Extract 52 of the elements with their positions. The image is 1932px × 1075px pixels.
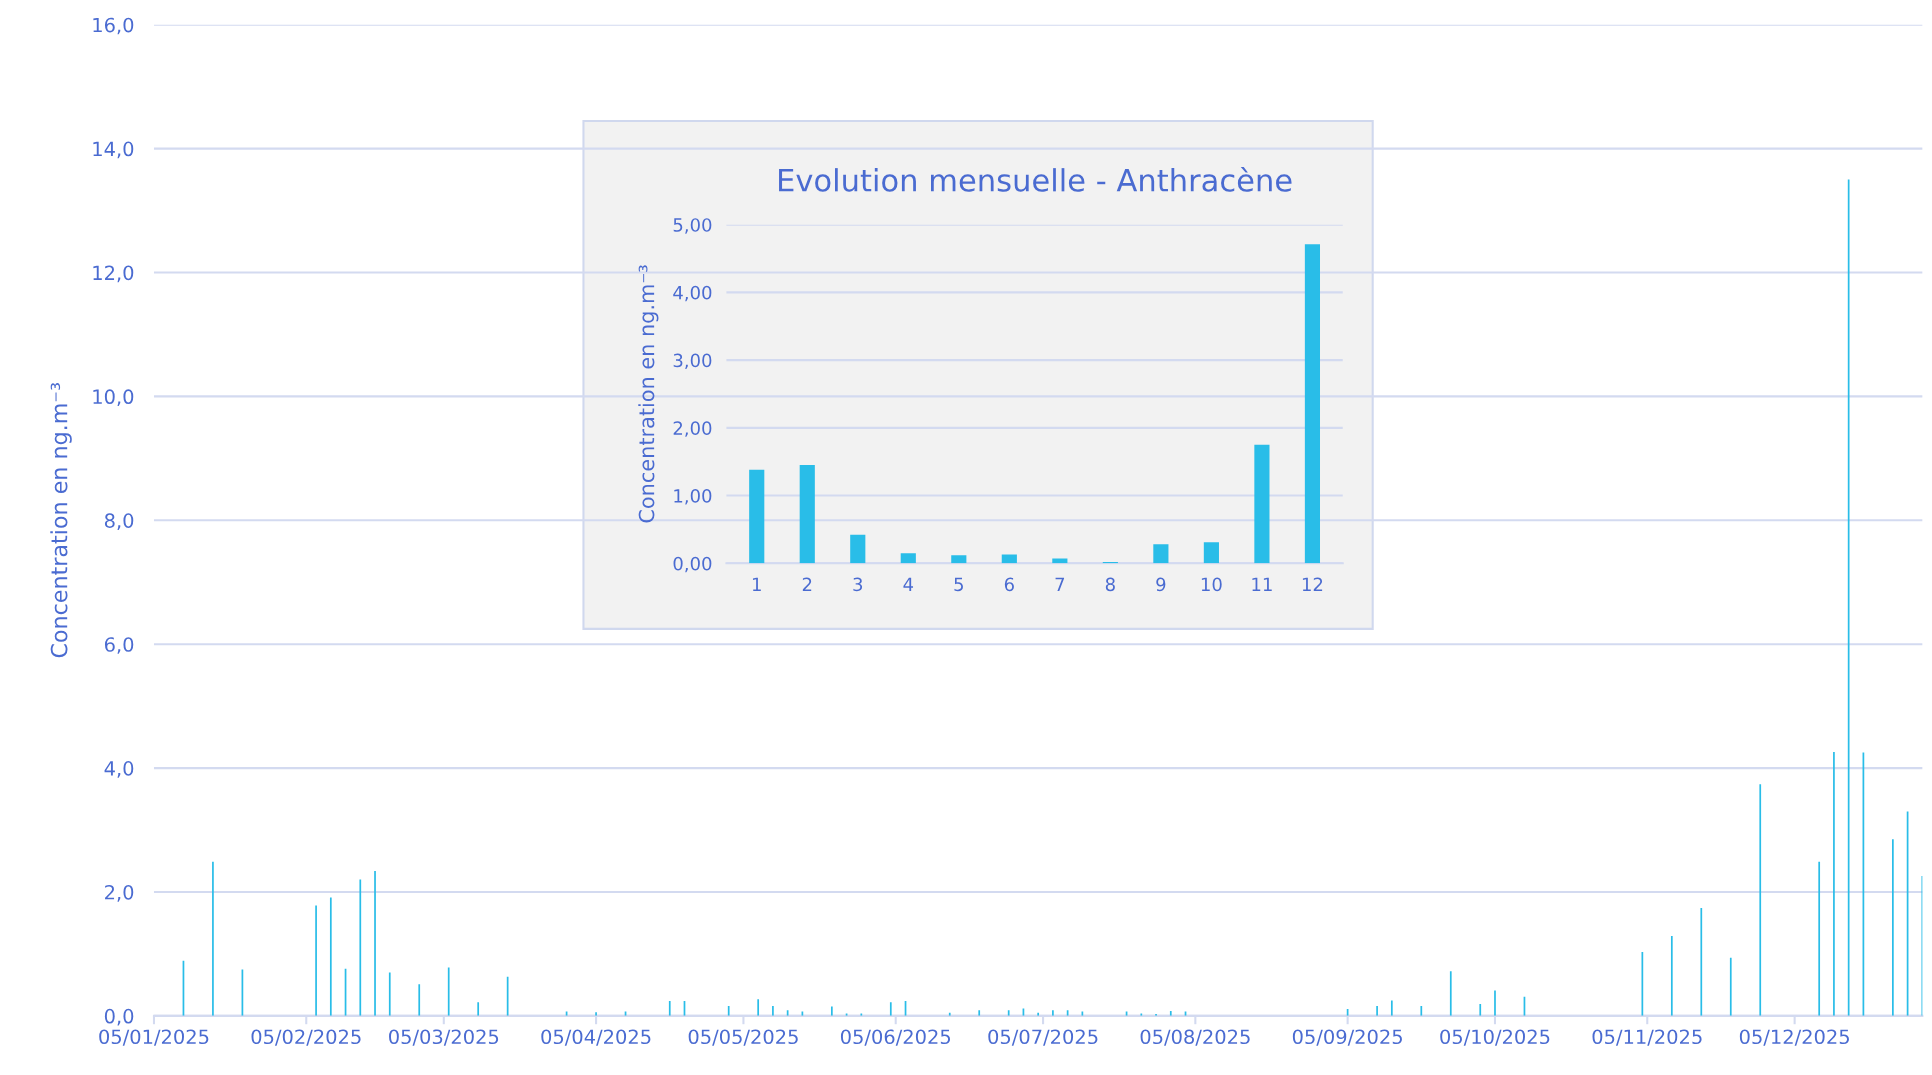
x-tick-label: 1 (752, 577, 761, 591)
x-tick-label: 12 (1302, 577, 1323, 591)
y-tick-label: 2,0 (105, 884, 134, 902)
chart-title: Evolution mensuelle - Anthracène (779, 166, 1292, 192)
y-tick-label: 4,0 (104, 761, 134, 778)
y-tick-label: 12,0 (93, 265, 134, 283)
y-tick-label: 6,0 (104, 637, 134, 654)
bar (951, 555, 967, 564)
bar (749, 469, 765, 564)
x-tick-label: 05/09/2025 (1292, 1029, 1402, 1046)
x-tick-label: 8 (1105, 577, 1115, 592)
y-tick-label: 8,0 (104, 513, 134, 530)
x-tick-label: 05/11/2025 (1592, 1029, 1702, 1046)
y-tick-label: 2,00 (673, 421, 712, 437)
bar (1203, 542, 1219, 564)
y-axis-title: Concentration en ng.m⁻³ (50, 383, 72, 658)
y-tick-label: 10,0 (93, 389, 134, 407)
x-tick-label: 05/06/2025 (840, 1029, 951, 1046)
x-tick-label: 05/07/2025 (988, 1029, 1098, 1046)
x-tick-label: 7 (1055, 577, 1065, 591)
y-tick-label: 5,00 (673, 218, 712, 234)
x-tick-label: 05/08/2025 (1140, 1029, 1250, 1046)
bar (1153, 544, 1169, 564)
x-tick-label: 05/01/2025 (99, 1029, 209, 1046)
y-tick-label: 14,0 (93, 141, 134, 159)
y-tick-label: 3,00 (673, 353, 712, 370)
y-tick-label: 4,00 (673, 285, 712, 302)
x-tick-label: 5 (954, 577, 963, 592)
x-tick-label: 9 (1156, 577, 1166, 592)
y-tick-label: 0,0 (104, 1008, 134, 1026)
x-tick-label: 6 (1004, 577, 1014, 592)
bar (1254, 444, 1270, 564)
x-tick-label: 2 (802, 577, 812, 591)
x-tick-label: 05/12/2025 (1739, 1029, 1849, 1046)
x-tick-label: 3 (853, 577, 863, 592)
y-axis-title: Concentration en ng.m⁻³ (638, 265, 659, 523)
bar (900, 553, 916, 564)
x-tick-label: 10 (1201, 577, 1222, 592)
x-tick-label: 05/04/2025 (541, 1029, 651, 1046)
bar (850, 534, 866, 564)
y-tick-label: 0,00 (673, 556, 712, 573)
bar (1001, 554, 1017, 564)
bar (1304, 244, 1321, 564)
x-tick-label: 11 (1252, 577, 1272, 591)
x-tick-label: 05/10/2025 (1440, 1029, 1550, 1046)
x-tick-label: 05/03/2025 (389, 1029, 499, 1046)
bar (799, 465, 815, 564)
y-tick-label: 1,00 (674, 489, 712, 505)
x-tick-label: 05/02/2025 (251, 1029, 361, 1046)
x-tick-label: 4 (903, 577, 914, 591)
y-tick-label: 16,0 (93, 17, 134, 35)
x-tick-label: 05/05/2025 (688, 1029, 798, 1046)
